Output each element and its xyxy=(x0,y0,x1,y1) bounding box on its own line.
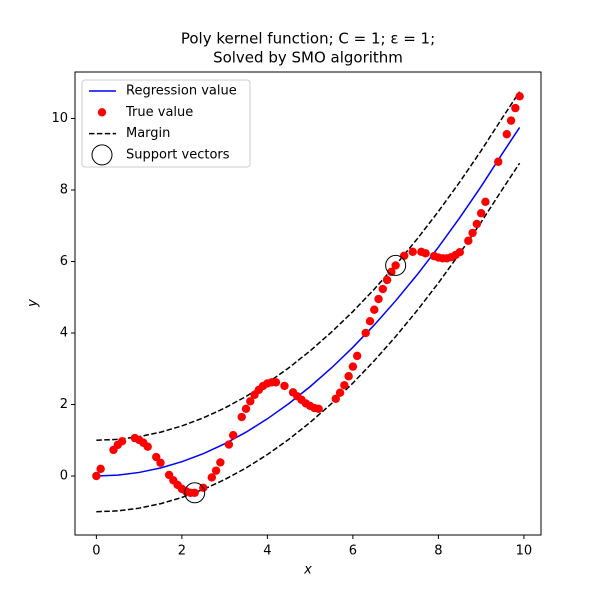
y-tick-label: 2 xyxy=(60,397,68,412)
point xyxy=(378,284,388,294)
point xyxy=(271,378,281,387)
point xyxy=(455,247,464,257)
point xyxy=(502,130,511,139)
point xyxy=(494,157,503,166)
point xyxy=(190,488,199,498)
point xyxy=(96,464,105,474)
point xyxy=(382,275,392,285)
y-tick-label: 0 xyxy=(60,469,68,484)
y-axis-label: y xyxy=(26,299,41,308)
x-axis-label: x xyxy=(303,563,312,578)
point xyxy=(340,380,349,390)
point xyxy=(352,351,362,361)
x-tick-label: 8 xyxy=(434,544,442,559)
point xyxy=(117,437,127,446)
point xyxy=(421,249,430,258)
point xyxy=(335,388,345,397)
y-tick-label: 4 xyxy=(60,325,68,340)
point xyxy=(344,372,353,381)
point xyxy=(399,251,409,260)
legend-swatch xyxy=(97,108,107,117)
point xyxy=(506,116,516,125)
point xyxy=(241,404,251,413)
point xyxy=(92,471,101,481)
point xyxy=(361,328,370,338)
plot-frame xyxy=(74,71,542,536)
point xyxy=(348,362,358,371)
point xyxy=(331,394,340,403)
legend-box xyxy=(81,79,251,168)
legend-label: True value xyxy=(125,105,193,120)
point xyxy=(224,440,234,449)
point xyxy=(387,267,396,277)
y-tick-label: 6 xyxy=(60,254,68,269)
support-vector xyxy=(385,254,407,276)
point xyxy=(207,473,217,482)
chart-title: Solved by SMO algorithm xyxy=(213,49,403,67)
series-line xyxy=(96,127,521,477)
x-tick-label: 10 xyxy=(516,544,533,559)
point xyxy=(365,316,375,326)
point xyxy=(476,209,486,218)
x-tick-label: 6 xyxy=(349,544,357,559)
point xyxy=(511,103,520,113)
point xyxy=(472,219,482,229)
point xyxy=(246,397,255,406)
point xyxy=(143,442,152,451)
legend-label: Margin xyxy=(126,126,170,141)
point xyxy=(211,466,221,475)
chart-title: Poly kernel function; C = 1; ε = 1; xyxy=(181,30,435,48)
point xyxy=(280,381,289,391)
point xyxy=(152,452,161,462)
support-vector xyxy=(184,482,206,504)
x-tick-label: 4 xyxy=(263,544,271,559)
y-tick-label: 8 xyxy=(60,182,68,197)
point xyxy=(408,247,417,257)
point xyxy=(481,197,490,206)
point xyxy=(370,305,379,314)
legend-label: Support vectors xyxy=(126,147,230,162)
x-tick-label: 0 xyxy=(92,544,100,559)
point xyxy=(314,404,323,413)
x-tick-label: 2 xyxy=(178,544,186,559)
point xyxy=(216,458,225,467)
y-tick-label: 10 xyxy=(51,111,68,126)
series-line xyxy=(96,91,521,442)
point xyxy=(391,261,400,270)
point xyxy=(468,228,477,238)
legend-label: Regression value xyxy=(126,84,237,99)
legend-swatch xyxy=(91,144,113,166)
point xyxy=(228,431,238,440)
point xyxy=(237,412,246,422)
point xyxy=(464,236,473,245)
point xyxy=(374,294,383,304)
point xyxy=(156,458,165,467)
point xyxy=(515,92,524,101)
series-line xyxy=(96,162,521,513)
